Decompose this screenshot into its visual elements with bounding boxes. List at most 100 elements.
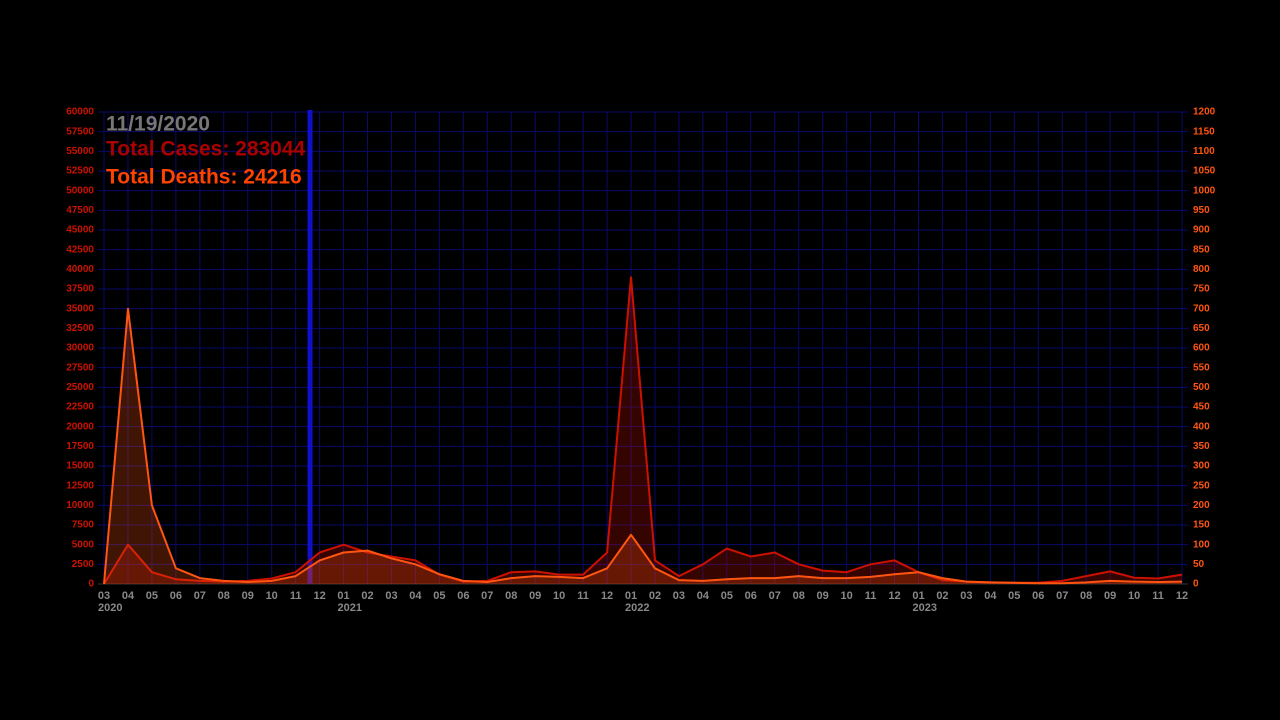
x-tick-label: 10 <box>840 590 852 602</box>
y2-tick-label: 250 <box>1193 480 1210 491</box>
y2-tick-label: 150 <box>1193 520 1210 531</box>
x-tick-label: 12 <box>313 590 325 602</box>
y2-tick-label: 800 <box>1193 264 1210 275</box>
x-tick-label: 03 <box>960 590 972 602</box>
year-label: 2022 <box>625 602 649 614</box>
y2-tick-label: 1100 <box>1193 146 1215 157</box>
x-tick-label: 02 <box>936 590 948 602</box>
y-tick-label: 50000 <box>66 185 94 196</box>
y-tick-label: 27500 <box>66 362 94 373</box>
y2-tick-label: 900 <box>1193 225 1210 236</box>
y2-tick-label: 1200 <box>1193 107 1216 118</box>
x-tick-label: 08 <box>793 590 805 602</box>
y2-tick-label: 750 <box>1193 284 1210 295</box>
cases-total: Total Cases: 283044 <box>106 138 306 161</box>
y2-tick-label: 1000 <box>1193 185 1216 196</box>
y-tick-label: 35000 <box>66 303 94 314</box>
year-label: 2021 <box>338 602 362 614</box>
y-tick-label: 17500 <box>66 441 94 452</box>
y-tick-label: 5000 <box>72 539 95 550</box>
x-tick-label: 08 <box>505 590 517 602</box>
y-tick-label: 15000 <box>66 461 94 472</box>
date-label: 11/19/2020 <box>106 113 210 136</box>
x-tick-label: 06 <box>1032 590 1044 602</box>
x-tick-label: 10 <box>1128 590 1140 602</box>
x-tick-label: 05 <box>1008 590 1020 602</box>
x-tick-label: 01 <box>625 590 637 602</box>
x-tick-label: 09 <box>242 590 254 602</box>
x-tick-label: 11 <box>290 590 302 602</box>
x-tick-label: 11 <box>865 590 877 602</box>
x-tick-label: 09 <box>817 590 829 602</box>
x-tick-label: 07 <box>481 590 493 602</box>
y-tick-label: 0 <box>88 579 94 590</box>
y2-tick-label: 950 <box>1193 205 1210 216</box>
y2-tick-label: 0 <box>1193 579 1199 590</box>
x-tick-label: 06 <box>745 590 757 602</box>
x-tick-label: 05 <box>721 590 733 602</box>
y-tick-label: 37500 <box>66 284 94 295</box>
x-tick-label: 09 <box>1104 590 1116 602</box>
x-tick-label: 07 <box>769 590 781 602</box>
x-tick-label: 12 <box>1176 590 1188 602</box>
y-tick-label: 12500 <box>66 480 94 491</box>
x-tick-label: 05 <box>433 590 445 602</box>
y-tick-label: 42500 <box>66 244 94 255</box>
x-tick-label: 03 <box>673 590 685 602</box>
x-tick-label: 11 <box>577 590 589 602</box>
x-tick-label: 12 <box>888 590 900 602</box>
x-tick-label: 10 <box>266 590 278 602</box>
y-tick-label: 40000 <box>66 264 94 275</box>
x-tick-label: 06 <box>170 590 182 602</box>
x-tick-label: 11 <box>1152 590 1164 602</box>
x-tick-label: 04 <box>697 590 710 602</box>
y2-tick-label: 600 <box>1193 343 1210 354</box>
y-tick-label: 22500 <box>66 402 94 413</box>
x-tick-label: 02 <box>361 590 373 602</box>
y2-tick-label: 300 <box>1193 461 1210 472</box>
x-tick-label: 05 <box>146 590 158 602</box>
y-tick-label: 20000 <box>66 421 94 432</box>
y-tick-label: 52500 <box>66 166 94 177</box>
x-tick-label: 03 <box>98 590 110 602</box>
x-tick-label: 04 <box>984 590 997 602</box>
x-tick-label: 10 <box>553 590 565 602</box>
y-tick-label: 55000 <box>66 146 94 157</box>
y2-tick-label: 350 <box>1193 441 1210 452</box>
y-tick-label: 47500 <box>66 205 94 216</box>
x-tick-label: 04 <box>409 590 422 602</box>
y2-tick-label: 200 <box>1193 500 1210 511</box>
x-tick-label: 07 <box>194 590 206 602</box>
x-tick-label: 01 <box>912 590 924 602</box>
x-tick-label: 07 <box>1056 590 1068 602</box>
x-tick-label: 06 <box>457 590 469 602</box>
x-tick-label: 08 <box>218 590 230 602</box>
y-tick-label: 32500 <box>66 323 94 334</box>
y2-tick-label: 1050 <box>1193 166 1216 177</box>
y-tick-label: 30000 <box>66 343 94 354</box>
x-tick-label: 09 <box>529 590 541 602</box>
y-tick-label: 57500 <box>66 126 94 137</box>
y2-tick-label: 50 <box>1193 559 1205 570</box>
y-tick-label: 10000 <box>66 500 94 511</box>
y2-tick-label: 650 <box>1193 323 1210 334</box>
y2-tick-label: 400 <box>1193 421 1210 432</box>
y2-tick-label: 500 <box>1193 382 1210 393</box>
y2-tick-label: 1150 <box>1193 126 1215 137</box>
y2-tick-label: 850 <box>1193 244 1210 255</box>
y2-tick-label: 550 <box>1193 362 1210 373</box>
x-tick-label: 01 <box>337 590 349 602</box>
year-label: 2023 <box>912 602 936 614</box>
series-line <box>103 307 1183 585</box>
x-tick-label: 02 <box>649 590 661 602</box>
y-tick-label: 45000 <box>66 225 94 236</box>
y-tick-label: 60000 <box>66 107 94 118</box>
deaths-total: Total Deaths: 24216 <box>106 166 302 189</box>
y-tick-label: 7500 <box>72 520 95 531</box>
y2-tick-label: 700 <box>1193 303 1210 314</box>
y-tick-label: 2500 <box>72 559 95 570</box>
y2-tick-label: 450 <box>1193 402 1210 413</box>
x-tick-label: 03 <box>385 590 397 602</box>
